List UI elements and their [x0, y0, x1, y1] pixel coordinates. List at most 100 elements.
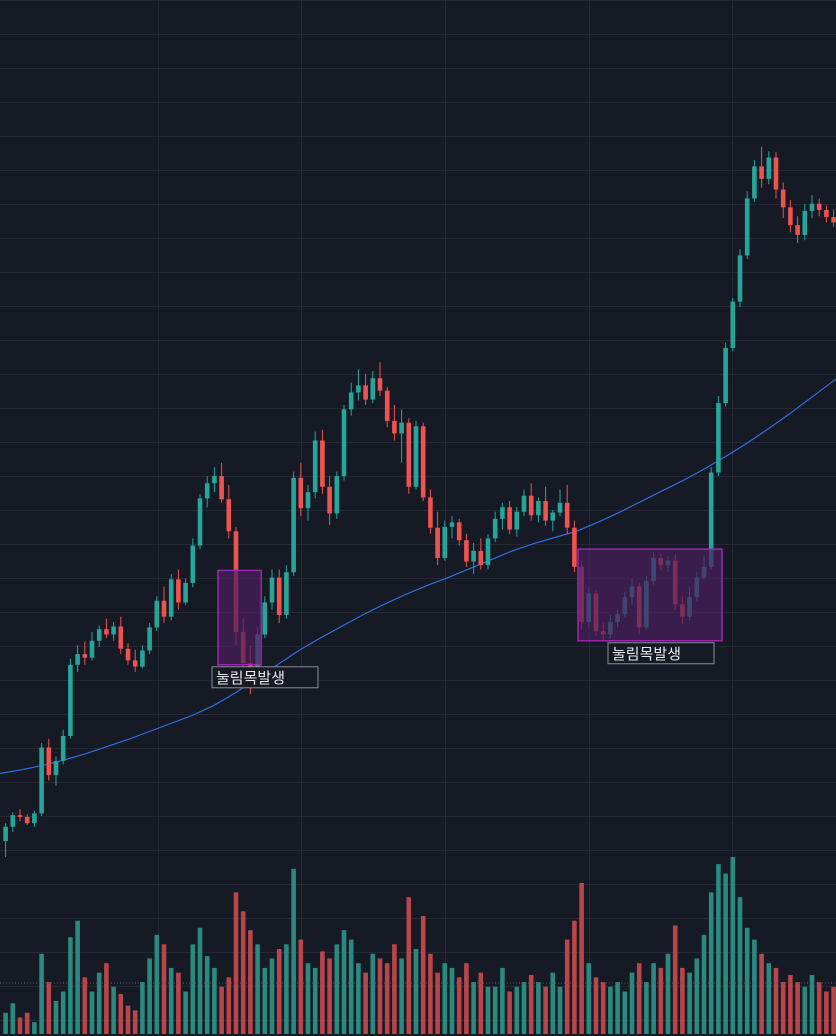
candle-body	[370, 378, 376, 400]
volume-bar	[572, 920, 577, 1034]
candle-body	[269, 577, 275, 603]
candle-body	[82, 654, 88, 658]
candle-body	[392, 420, 397, 434]
volume-bar	[492, 986, 498, 1034]
volume-bar	[694, 958, 700, 1034]
candle-body	[572, 527, 577, 567]
candle-body	[276, 577, 282, 615]
volume-bar	[831, 986, 836, 1034]
candle-body	[154, 600, 160, 628]
volume-bar	[262, 967, 268, 1034]
volume-bar	[644, 982, 649, 1034]
candle-body	[262, 602, 268, 635]
candle-body	[140, 650, 145, 667]
candle-body	[795, 225, 800, 235]
pullback-annotation-1: 눌림목발생	[211, 569, 319, 689]
candle-body	[399, 422, 404, 434]
candle-body	[356, 385, 361, 393]
volume-bar	[730, 857, 736, 1034]
candle-body	[780, 189, 786, 208]
candle-body	[500, 507, 505, 519]
annotation-label: 눌림목발생	[612, 645, 681, 663]
candle-body	[75, 654, 80, 665]
candle-body	[528, 495, 534, 516]
volume-bar	[269, 958, 275, 1034]
volume-bar	[651, 963, 656, 1034]
candle-body	[449, 522, 455, 527]
volume-bar	[53, 1000, 59, 1034]
candle-body	[413, 426, 419, 487]
volume-bar	[341, 930, 347, 1034]
volume-bar	[773, 967, 779, 1034]
volume-bar	[356, 963, 361, 1034]
volume-bar	[392, 944, 397, 1034]
volume-bar	[636, 963, 642, 1034]
volume-bar	[46, 982, 52, 1034]
volume-bar	[500, 967, 505, 1034]
volume-bar	[168, 967, 174, 1034]
candle-body	[341, 409, 347, 477]
candle-body	[363, 385, 368, 400]
candle-body	[752, 166, 757, 199]
volume-bar	[240, 911, 246, 1034]
volume-bar	[104, 963, 109, 1034]
volume-bar	[284, 944, 289, 1034]
candle-body	[737, 255, 743, 302]
volume-bar	[212, 967, 217, 1034]
candle-body	[168, 579, 174, 617]
volume-bar	[370, 953, 376, 1034]
volume-bar	[327, 958, 332, 1034]
volume-bar	[291, 868, 296, 1034]
volume-bar	[507, 991, 512, 1034]
volume-bar	[752, 939, 757, 1034]
candle-body	[3, 826, 8, 841]
annotation-label-box	[607, 642, 715, 665]
candle-body	[507, 507, 512, 530]
candle-body	[298, 477, 304, 509]
volume-bar	[377, 958, 383, 1034]
volume-bar	[658, 967, 664, 1034]
volume-bar	[521, 982, 527, 1034]
volume-bar	[255, 944, 260, 1034]
volume-bar	[586, 963, 592, 1034]
candle-body	[816, 203, 822, 210]
volume-bar	[802, 986, 808, 1034]
candle-body	[226, 499, 232, 532]
volume-bar	[622, 991, 628, 1034]
volume-bar	[89, 991, 95, 1034]
candle-body	[564, 502, 570, 528]
candle-body	[514, 511, 520, 530]
candle-body	[428, 497, 433, 528]
candle-body	[161, 600, 167, 617]
annotation-label: 눌림목발생	[216, 669, 285, 687]
volume-bar	[10, 1003, 16, 1034]
volume-bar	[701, 934, 707, 1034]
volume-bar	[824, 991, 829, 1034]
volume-bar	[118, 993, 124, 1034]
candle-body	[824, 209, 829, 218]
volume-bar	[816, 982, 822, 1034]
candle-body	[435, 527, 440, 558]
candle-body	[24, 816, 30, 824]
volume-bar	[471, 982, 476, 1034]
volume-bar	[687, 972, 692, 1034]
volume-bar	[485, 986, 491, 1034]
volume-bar	[125, 1005, 131, 1034]
volume-bar	[399, 958, 404, 1034]
candle-body	[46, 747, 52, 776]
candle-body	[802, 210, 808, 235]
candle-body	[183, 582, 188, 603]
volume-bar	[514, 986, 520, 1034]
volume-bar	[183, 991, 188, 1034]
candle-body	[478, 550, 484, 566]
volume-bar	[550, 972, 556, 1034]
volume-bar	[82, 977, 88, 1034]
volume-bar	[780, 982, 786, 1034]
volume-bar	[615, 982, 620, 1034]
volume-bar	[197, 927, 203, 1034]
volume-bar	[744, 927, 750, 1034]
volume-bar	[39, 953, 44, 1034]
candle-body	[291, 477, 296, 573]
